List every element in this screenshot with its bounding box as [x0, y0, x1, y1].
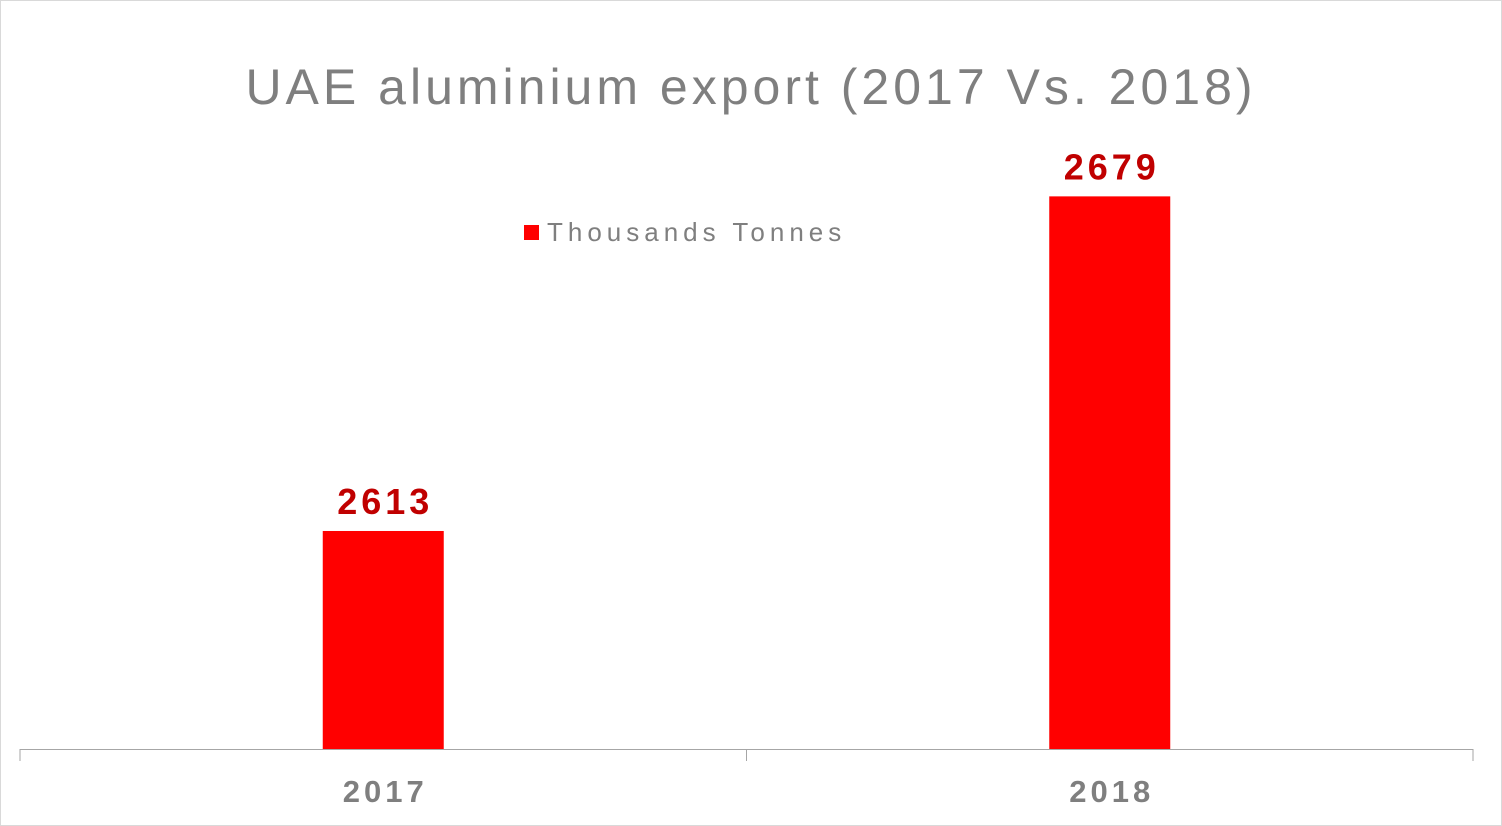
bar-2018	[1049, 196, 1171, 749]
data-label-2018: 2679	[1064, 146, 1160, 187]
plot-area: 2613 2017 2679 2018	[19, 146, 1474, 809]
legend-swatch	[524, 225, 539, 240]
data-label-2017: 2613	[337, 481, 433, 522]
x-tick-label-2017: 2017	[343, 774, 428, 809]
chart-title: UAE aluminium export (2017 Vs. 2018)	[245, 59, 1257, 115]
x-tick-label-2018: 2018	[1069, 774, 1154, 809]
legend: Thousands Tonnes	[524, 217, 846, 247]
legend-label: Thousands Tonnes	[547, 217, 846, 247]
bar-2017	[322, 530, 444, 749]
